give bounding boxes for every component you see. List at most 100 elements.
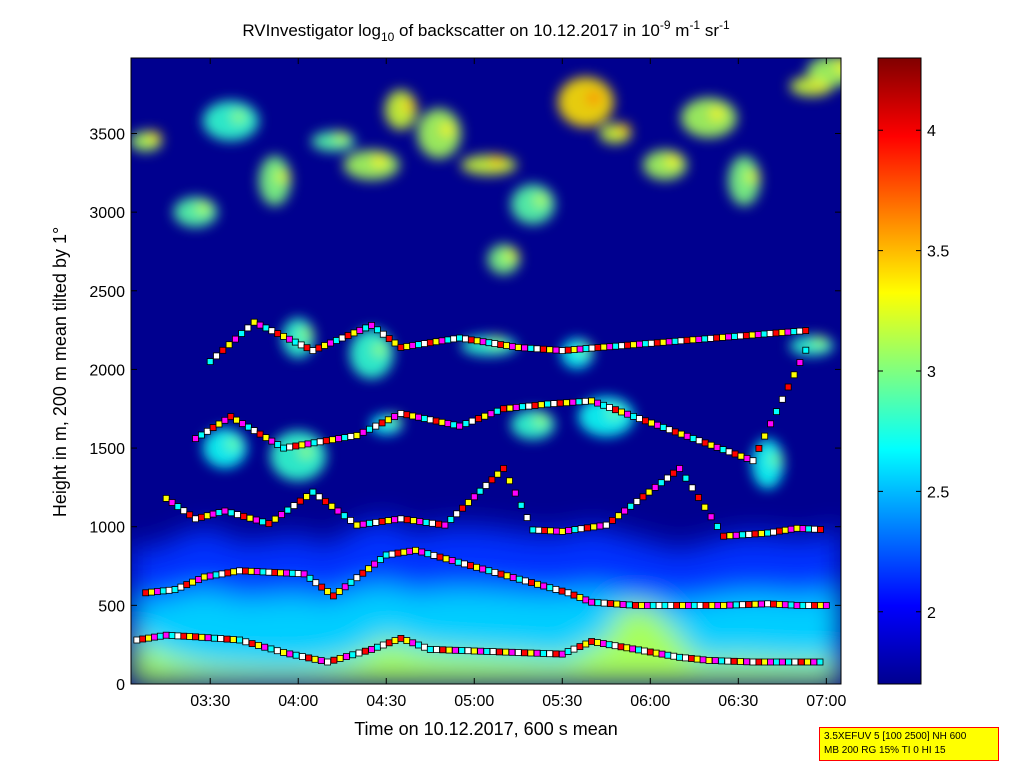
- detection-marker: [248, 640, 256, 647]
- detection-marker: [619, 601, 627, 608]
- detection-marker: [450, 335, 458, 343]
- detection-marker: [236, 567, 244, 575]
- detection-marker: [677, 430, 685, 438]
- detection-marker: [797, 658, 805, 666]
- colorbar-tick-label: 2.5: [927, 484, 949, 501]
- colorbar-tick-label: 3: [927, 364, 936, 381]
- detection-marker: [476, 487, 484, 495]
- detection-marker: [790, 371, 798, 379]
- detection-marker: [464, 647, 472, 655]
- detection-marker: [495, 648, 503, 656]
- detection-marker: [133, 636, 141, 644]
- detection-marker: [683, 336, 691, 344]
- detection-marker: [238, 330, 246, 337]
- cloud-core: [372, 155, 387, 167]
- cloud-core: [533, 414, 548, 427]
- detection-marker: [683, 432, 691, 440]
- detection-marker: [165, 586, 173, 594]
- cloud-patch: [728, 155, 761, 206]
- detection-marker: [435, 520, 443, 528]
- detection-marker: [406, 547, 414, 555]
- detection-marker: [391, 516, 399, 524]
- cloud-core: [504, 249, 519, 262]
- detection-marker: [764, 600, 772, 608]
- detection-marker: [528, 579, 535, 586]
- detection-marker: [338, 334, 346, 342]
- detection-marker: [503, 572, 511, 580]
- detection-marker: [552, 586, 560, 593]
- detection-marker: [479, 338, 487, 346]
- detection-marker: [730, 657, 738, 665]
- detection-marker: [811, 525, 818, 533]
- detection-marker: [309, 347, 317, 355]
- detection-marker: [745, 601, 753, 608]
- detection-marker: [521, 344, 528, 352]
- detection-marker: [565, 527, 572, 534]
- x-axis-label: Time on 10.12.2017, 600 s mean: [354, 719, 618, 739]
- detection-marker: [366, 519, 373, 527]
- detection-marker: [151, 633, 158, 641]
- detection-marker: [253, 568, 261, 575]
- detection-marker: [227, 509, 235, 517]
- detection-marker: [359, 428, 367, 436]
- x-tick-label: 06:00: [630, 693, 670, 710]
- detection-marker: [303, 493, 311, 501]
- detection-marker: [213, 352, 220, 360]
- detection-marker: [450, 421, 458, 429]
- detection-marker: [366, 425, 373, 433]
- detection-marker: [324, 588, 332, 595]
- detection-marker: [584, 524, 591, 532]
- detection-marker: [373, 326, 381, 334]
- detection-marker: [761, 658, 769, 666]
- detection-marker: [265, 520, 273, 527]
- detection-marker: [432, 338, 440, 346]
- detection-marker: [321, 342, 329, 349]
- detection-marker: [617, 643, 625, 651]
- detection-marker: [447, 516, 455, 523]
- detection-marker: [368, 321, 376, 329]
- detection-marker: [511, 489, 519, 497]
- detection-marker: [649, 602, 657, 609]
- detection-marker: [582, 345, 590, 353]
- detection-marker: [168, 499, 176, 506]
- colorbar: [877, 57, 922, 685]
- detection-marker: [239, 420, 246, 428]
- detection-marker: [720, 532, 727, 540]
- detection-marker: [400, 548, 408, 556]
- detection-marker: [575, 398, 583, 406]
- detection-marker: [475, 415, 482, 423]
- detection-marker: [454, 558, 462, 566]
- detection-marker: [464, 499, 472, 506]
- detection-marker: [448, 557, 456, 564]
- detection-marker: [556, 399, 564, 407]
- detection-marker: [799, 525, 807, 532]
- detection-marker: [673, 602, 681, 609]
- detection-marker: [718, 657, 725, 665]
- detection-marker: [384, 517, 392, 524]
- detection-marker: [142, 589, 150, 597]
- detection-marker: [724, 657, 732, 665]
- detection-marker: [460, 560, 468, 568]
- detection-marker: [653, 339, 661, 347]
- detection-marker: [754, 331, 762, 338]
- detection-marker: [508, 648, 516, 656]
- detection-marker: [462, 420, 470, 428]
- detection-marker: [607, 600, 614, 607]
- detection-marker: [772, 329, 780, 337]
- detection-marker: [322, 498, 329, 505]
- detection-marker: [174, 503, 182, 511]
- detection-marker: [470, 647, 478, 655]
- detection-marker: [588, 638, 595, 645]
- detection-marker: [702, 602, 710, 609]
- chart-title: RVInvestigator log10 of backscatter on 1…: [242, 18, 730, 44]
- detection-marker: [420, 643, 428, 651]
- detection-marker: [378, 518, 386, 525]
- detection-marker: [204, 634, 212, 642]
- detection-marker: [739, 531, 746, 539]
- cloud-patch: [510, 184, 555, 225]
- detection-marker: [159, 587, 167, 595]
- detection-marker: [778, 658, 786, 666]
- detection-marker: [206, 572, 214, 580]
- detection-marker: [527, 344, 535, 352]
- detection-marker: [506, 477, 513, 485]
